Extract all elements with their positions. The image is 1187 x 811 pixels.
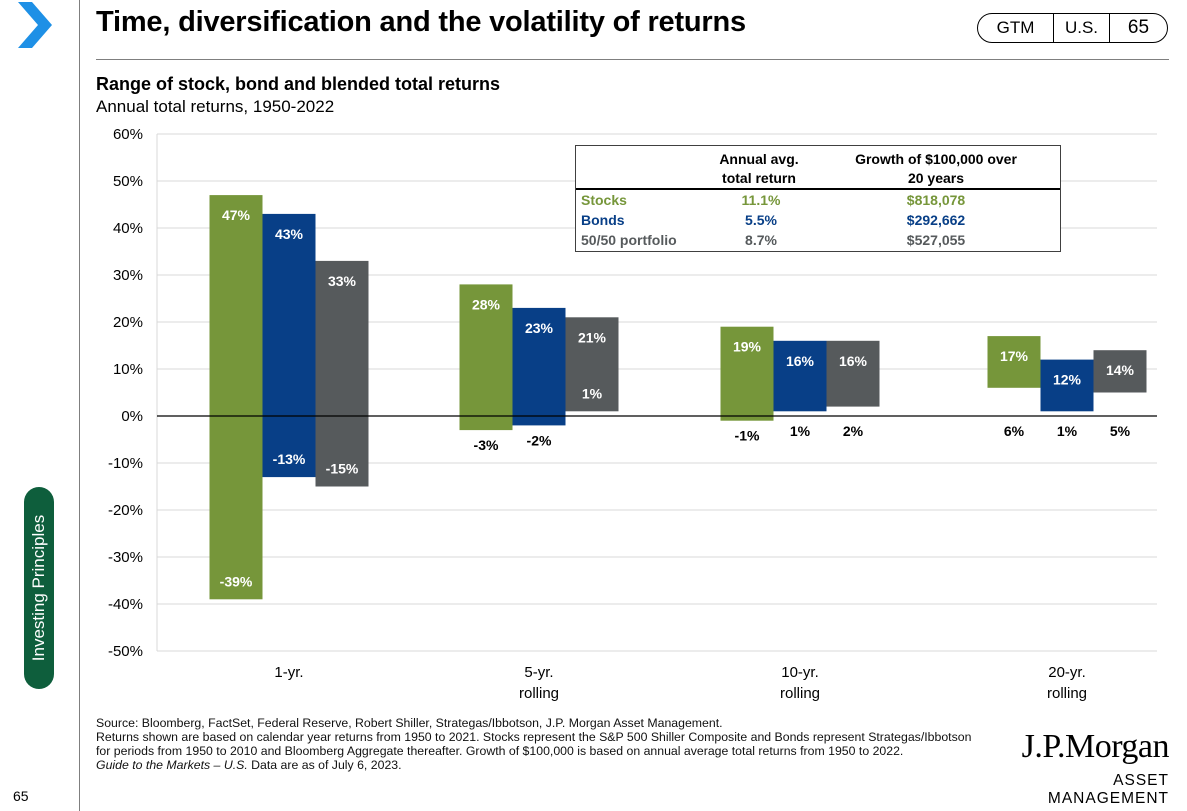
- stats-growth: $527,055: [906, 232, 966, 248]
- y-tick-label: -20%: [108, 502, 143, 519]
- bar-max-label: 16%: [839, 353, 868, 369]
- chevron-right-icon: [18, 2, 52, 48]
- x-category-label: 20-yr.: [1048, 664, 1086, 681]
- y-tick-label: 60%: [113, 126, 143, 143]
- range-bar: [512, 307, 566, 426]
- bar-max-label: 12%: [1053, 372, 1082, 388]
- stats-table: Annual avg. total return Growth of $100,…: [575, 145, 1061, 252]
- footnote-source: Source: Bloomberg, FactSet, Federal Rese…: [96, 716, 723, 730]
- bar-min-label: -15%: [326, 461, 359, 477]
- section-tab[interactable]: Investing Principles: [24, 487, 54, 689]
- y-tick-label: -30%: [108, 549, 143, 566]
- x-category-label: rolling: [780, 685, 820, 702]
- stats-header-growth-line2: 20 years: [907, 170, 965, 186]
- stats-header-rule: [576, 188, 1060, 190]
- stats-growth: $292,662: [906, 212, 966, 228]
- y-tick-label: 10%: [113, 361, 143, 378]
- bar-min-label: 1%: [582, 385, 603, 401]
- footnote-date: Guide to the Markets – U.S. Data are as …: [96, 758, 976, 772]
- badge-gtm: GTM: [978, 14, 1054, 42]
- stats-header-avg-line1: Annual avg.: [719, 151, 799, 167]
- bar-min-label: -2%: [527, 432, 552, 448]
- title-rule: [96, 59, 1169, 60]
- bar-min-label: 1%: [790, 423, 811, 439]
- range-bar: [720, 326, 774, 421]
- page-number: 65: [13, 788, 29, 804]
- range-bar: [773, 340, 827, 412]
- y-tick-label: 20%: [113, 314, 143, 331]
- stats-row: Stocks 11.1% $818,078: [576, 190, 1060, 210]
- stats-header-avg-line2: total return: [722, 170, 796, 186]
- bar-max-label: 21%: [578, 329, 607, 345]
- jpmorgan-logo: J.P.Morgan ASSET MANAGEMENT: [1003, 728, 1170, 808]
- bar-max-label: 23%: [525, 320, 554, 336]
- footnote-guide: Guide to the Markets – U.S.: [96, 758, 248, 772]
- stats-header-growth: Growth of $100,000 over 20 years: [821, 150, 1051, 188]
- returns-range-chart: -50% -40% -30% -20% -10% 0% 10% 20% 30% 40% 50% 60%…: [108, 126, 1157, 702]
- y-tick-label: 30%: [113, 267, 143, 284]
- x-category-label: 5-yr.: [524, 664, 553, 681]
- bar-min-label: 5%: [1110, 423, 1131, 439]
- stats-header-avg: Annual avg. total return: [694, 150, 824, 188]
- range-bar: [262, 213, 316, 478]
- bar-min-label: -13%: [273, 451, 306, 467]
- range-bar: [987, 336, 1041, 388]
- x-category-label: 1-yr.: [274, 664, 303, 681]
- bar-max-label: 14%: [1106, 362, 1135, 378]
- stats-label: Stocks: [581, 192, 627, 208]
- logo-sub: ASSET MANAGEMENT: [1047, 772, 1169, 807]
- footnote: Source: Bloomberg, FactSet, Federal Rese…: [96, 716, 976, 772]
- footnote-date-text: Data are as of July 6, 2023.: [247, 758, 402, 772]
- bar-min-label: -39%: [220, 573, 253, 589]
- stats-row: Bonds 5.5% $292,662: [576, 210, 1060, 230]
- range-bar: [315, 260, 369, 487]
- x-category-label: rolling: [519, 685, 559, 702]
- page-title: Time, diversification and the volatility…: [96, 6, 746, 38]
- x-category-label: 10-yr.: [781, 664, 819, 681]
- footnote-methodology: Returns shown are based on calendar year…: [96, 730, 972, 758]
- bar-min-label: -3%: [474, 437, 499, 453]
- bar-max-label: 47%: [222, 207, 251, 223]
- badge-page: 65: [1127, 17, 1150, 38]
- stats-label: Bonds: [581, 212, 625, 228]
- y-tick-label: -10%: [108, 455, 143, 472]
- range-bar: [826, 340, 880, 407]
- logo-name: J.P.Morgan: [1021, 728, 1170, 765]
- bar-min-label: 6%: [1004, 423, 1025, 439]
- y-tick-label: -40%: [108, 596, 143, 613]
- bar-max-label: 43%: [275, 226, 304, 242]
- range-bar: [1040, 359, 1094, 412]
- range-bar: [209, 195, 263, 600]
- bar-max-label: 17%: [1000, 348, 1029, 364]
- stats-header-growth-line1: Growth of $100,000 over: [855, 151, 1017, 167]
- bar-min-label: -1%: [735, 428, 760, 444]
- range-bar: [1093, 350, 1147, 393]
- left-rule: [79, 0, 80, 811]
- badge-region: U.S.: [1054, 14, 1110, 42]
- range-bar: [565, 317, 619, 412]
- stats-avg: 5.5%: [745, 212, 777, 228]
- y-tick-label: 50%: [113, 173, 143, 190]
- stats-growth: $818,078: [906, 192, 966, 208]
- stats-label: 50/50 portfolio: [581, 232, 677, 248]
- bar-max-label: 33%: [328, 273, 357, 289]
- stats-row: 50/50 portfolio 8.7% $527,055: [576, 230, 1060, 250]
- gtm-badge: GTM U.S. 65: [977, 13, 1168, 43]
- bar-max-label: 16%: [786, 353, 815, 369]
- bar-min-label: 1%: [1057, 423, 1078, 439]
- stats-avg: 11.1%: [741, 192, 781, 208]
- chart-subtitle: Annual total returns, 1950-2022: [96, 97, 335, 116]
- bar-max-label: 19%: [733, 339, 762, 355]
- chart-title: Range of stock, bond and blended total r…: [96, 74, 501, 94]
- y-tick-label: 40%: [113, 220, 143, 237]
- y-tick-label: -50%: [108, 643, 143, 660]
- x-category-label: rolling: [1047, 685, 1087, 702]
- bar-max-label: 28%: [472, 296, 501, 312]
- stats-avg: 8.7%: [745, 232, 777, 248]
- range-bar: [459, 284, 513, 431]
- y-tick-label: 0%: [121, 408, 143, 425]
- bar-min-label: 2%: [843, 423, 864, 439]
